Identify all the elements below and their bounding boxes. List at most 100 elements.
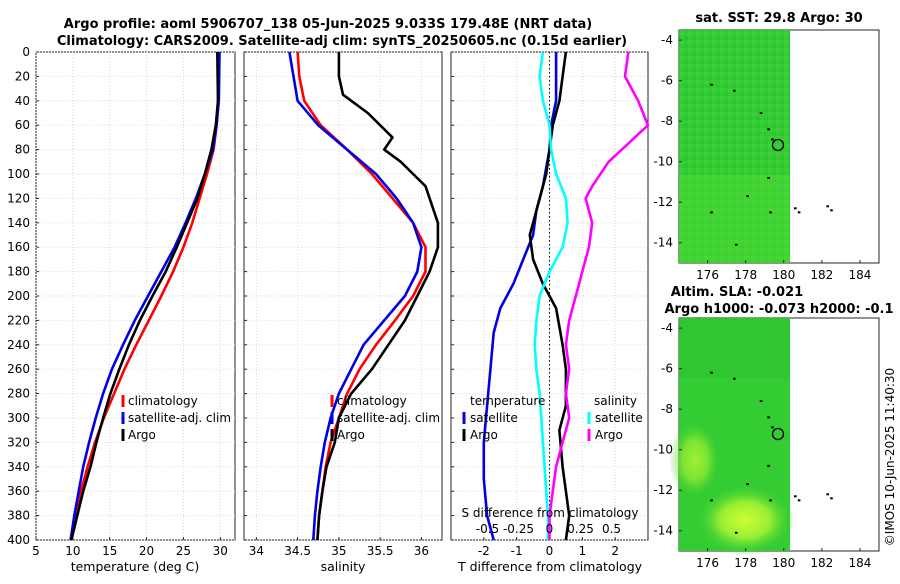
lat-tick-label: -8 bbox=[661, 114, 673, 128]
lon-tick-label: 176 bbox=[696, 268, 719, 282]
lat-tick-label: -4 bbox=[661, 321, 673, 335]
legend-s-satellite-label: satellite bbox=[595, 411, 643, 425]
series-line-satellite-adj-clim bbox=[288, 51, 423, 541]
temperature-series bbox=[69, 51, 221, 541]
island-dot bbox=[733, 89, 736, 92]
island-dot bbox=[710, 371, 713, 374]
difference-panel: -2 -1 0 1 2 -0.5 -0.25 0 0.25 0.5 S difference f… bbox=[450, 51, 650, 574]
figure-title-line2: Climatology: CARS2009. Satellite-adj cli… bbox=[57, 34, 627, 49]
island-markers bbox=[710, 83, 833, 246]
island-dot bbox=[826, 205, 829, 208]
x-tick-label: 30 bbox=[213, 544, 228, 558]
x-tick-label: 34 bbox=[249, 544, 264, 558]
x-tick-label: -1 bbox=[511, 544, 523, 558]
lon-tick-label: 180 bbox=[772, 556, 795, 570]
lon-tick-label: 176 bbox=[696, 556, 719, 570]
lat-tick-label: -12 bbox=[653, 483, 673, 497]
legend-s-argo-label: Argo bbox=[595, 428, 623, 442]
island-dot bbox=[767, 416, 770, 419]
lat-tick-label: -6 bbox=[661, 362, 673, 376]
sla-map-title-line2: Argo h1000: -0.073 h2000: -0.1 bbox=[664, 302, 893, 317]
depth-tick-label: 0 bbox=[22, 45, 30, 59]
depth-tick-label: 120 bbox=[7, 191, 30, 205]
island-dot bbox=[710, 211, 713, 214]
sst-map-ticks: 176 178 180 182 184 -4 -6 -8 -10 -12 -14 bbox=[653, 33, 871, 282]
series-line-salinity-argo bbox=[548, 51, 650, 540]
s-tick-label: 0.25 bbox=[567, 522, 594, 536]
depth-tick-label: 320 bbox=[7, 435, 30, 449]
salinity-x-label: salinity bbox=[321, 559, 366, 574]
island-dot bbox=[710, 499, 713, 502]
sst-map: 176 178 180 182 184 -4 -6 -8 -10 -12 -14 bbox=[653, 29, 880, 282]
island-dot bbox=[797, 211, 801, 214]
island-dot bbox=[746, 483, 749, 486]
t-difference-x-ticks: -2 -1 0 1 2 bbox=[478, 544, 619, 558]
legend-t-satellite-label: satellite bbox=[470, 411, 518, 425]
island-dot bbox=[797, 499, 801, 502]
legend-argo-label: Argo bbox=[337, 428, 365, 442]
x-tick-label: 35.5 bbox=[367, 544, 394, 558]
depth-tick-label: 60 bbox=[15, 118, 30, 132]
lat-tick-label: -6 bbox=[661, 74, 673, 88]
depth-tick-label: 380 bbox=[7, 509, 30, 523]
x-tick-label: 36 bbox=[414, 544, 429, 558]
legend-satellite-adj-label: satellite-adj. clim bbox=[337, 411, 440, 425]
lat-tick-label: -14 bbox=[653, 236, 673, 250]
temperature-x-label: temperature (deg C) bbox=[71, 559, 200, 574]
island-dot bbox=[767, 176, 770, 179]
depth-tick-label: 40 bbox=[15, 94, 30, 108]
depth-y-ticks: 0 20 40 60 80 100 120 140 160 180 200 220 240 260 280 3… bbox=[7, 45, 30, 547]
depth-tick-label: 160 bbox=[7, 240, 30, 254]
depth-tick-label: 20 bbox=[15, 69, 30, 83]
lon-tick-label: 178 bbox=[734, 556, 757, 570]
lat-tick-label: -10 bbox=[653, 155, 673, 169]
s-difference-x-ticks: -0.5 -0.25 0 0.25 0.5 bbox=[476, 522, 621, 536]
argo-position-marker bbox=[771, 138, 785, 152]
x-tick-label: 0 bbox=[546, 544, 554, 558]
x-tick-label: 34.5 bbox=[284, 544, 311, 558]
depth-tick-label: 140 bbox=[7, 216, 30, 230]
x-tick-label: 15 bbox=[102, 544, 117, 558]
depth-tick-label: 400 bbox=[7, 533, 30, 547]
lat-tick-label: -10 bbox=[653, 443, 673, 457]
island-dot bbox=[771, 138, 774, 141]
lon-tick-label: 184 bbox=[848, 556, 871, 570]
lon-tick-label: 180 bbox=[772, 268, 795, 282]
legend-satellite-adj-label: satellite-adj. clim bbox=[128, 411, 231, 425]
depth-tick-label: 260 bbox=[7, 362, 30, 376]
difference-series bbox=[482, 51, 650, 541]
island-dot bbox=[830, 497, 833, 500]
island-dot bbox=[769, 211, 772, 214]
series-line-salinity-satellite bbox=[533, 51, 569, 540]
depth-tick-label: 80 bbox=[15, 143, 30, 157]
difference-legend: temperature satellite Argo salinity sate… bbox=[462, 394, 643, 442]
island-dot bbox=[710, 83, 713, 86]
sla-map-title-line1: Altim. SLA: -0.021 bbox=[671, 285, 803, 300]
sla-map: 176 178 180 182 184 -4 -6 -8 -10 -12 -14 bbox=[653, 317, 880, 570]
depth-tick-label: 100 bbox=[7, 167, 30, 181]
s-tick-label: -0.5 bbox=[476, 522, 499, 536]
sla-map-ticks: 176 178 180 182 184 -4 -6 -8 -10 -12 -14 bbox=[653, 321, 871, 570]
island-markers bbox=[710, 371, 833, 534]
copyright-stamp: ©IMOS 10-Jun-2025 11:40:30 bbox=[883, 368, 897, 546]
lat-tick-label: -14 bbox=[653, 524, 673, 538]
x-tick-label: 1 bbox=[579, 544, 587, 558]
s-tick-label: 0.5 bbox=[602, 522, 621, 536]
island-dot bbox=[733, 377, 736, 380]
legend-temperature-title: temperature bbox=[470, 394, 545, 408]
sla-high-anomaly-west bbox=[669, 420, 721, 500]
sla-band bbox=[679, 318, 790, 378]
depth-tick-label: 360 bbox=[7, 484, 30, 498]
salinity-legend: climatology satellite-adj. clim Argo bbox=[330, 394, 440, 442]
sst-warm-patch bbox=[679, 175, 790, 263]
argo-position-marker bbox=[771, 427, 785, 441]
sst-field bbox=[679, 30, 790, 263]
island-dot bbox=[746, 195, 749, 198]
island-dot bbox=[767, 464, 770, 467]
depth-tick-label: 180 bbox=[7, 265, 30, 279]
legend-climatology-label: climatology bbox=[128, 394, 198, 408]
island-dot bbox=[826, 493, 829, 496]
sla-high-anomaly bbox=[695, 484, 795, 556]
island-dot bbox=[771, 426, 774, 429]
